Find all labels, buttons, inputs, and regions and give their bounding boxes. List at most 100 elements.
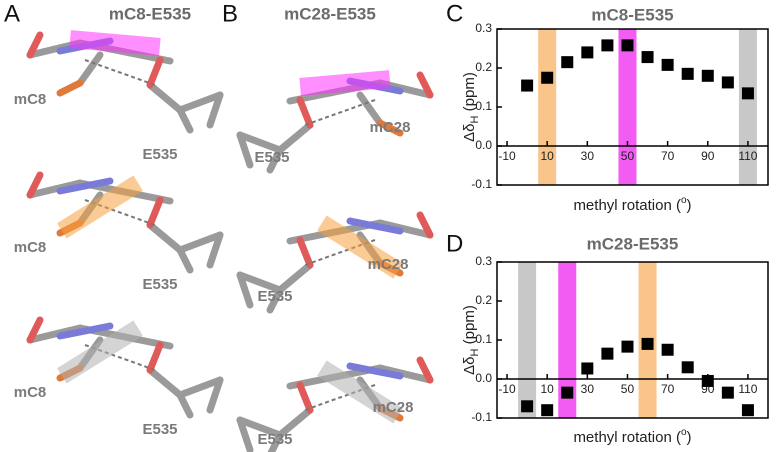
data-point [581,362,594,375]
bond [206,376,224,414]
data-point [681,361,694,374]
y-axis-label: ΔδH (ppm) [461,72,481,142]
residue-label: E535 [257,288,292,305]
bond [56,322,114,340]
bond [176,91,224,114]
y-label-unit: (ppm) [461,72,478,115]
bond [206,231,224,269]
x-tick-label: 70 [661,382,675,396]
data-point [681,67,694,80]
y-tick-label: 0.0 [475,371,492,385]
bond [296,96,314,129]
x-axis-label: methyl rotation (o) [573,195,691,214]
y-label-symbol: Δδ [461,123,478,141]
highlight [57,175,143,239]
highlight-band [518,262,537,418]
hbond [84,344,156,371]
bond [266,286,284,314]
data-point [621,340,634,353]
bond [176,231,224,254]
bond [146,221,184,254]
data-point [561,386,574,399]
bond [26,179,84,199]
residue-label: mC8 [14,239,47,256]
bond [236,416,254,452]
highlight [69,30,161,56]
hbond [84,199,156,226]
y-tick-label: 0.2 [475,293,492,307]
x-tick-label: 70 [661,149,675,163]
hbond [304,239,376,266]
x-label-sup: o [681,427,687,438]
structures [26,30,434,452]
data-point [721,76,734,89]
bond [416,356,434,384]
residue-label: E535 [142,421,177,438]
hbond [304,384,376,411]
y-label-sub: H [469,115,481,123]
y-label-symbol: Δδ [461,356,478,374]
hbond [84,59,156,86]
x-tick-label: 10 [541,382,555,396]
y-tick-label: 0.3 [475,254,492,268]
bond [146,341,164,374]
x-tick-label: 50 [621,382,635,396]
highlight [317,360,403,424]
bond [146,81,184,114]
bond [296,236,314,269]
bond [296,381,314,414]
highlight [317,215,403,279]
structure-title: mC28-E535 [284,4,376,23]
bond [146,196,164,229]
data-point [621,39,634,52]
data-point [521,400,534,413]
y-label-sub: H [469,348,481,356]
data-point [541,404,554,417]
bond [236,131,284,154]
bond [416,211,434,239]
x-tick-label: 30 [581,382,595,396]
panel-label: B [222,0,238,27]
y-tick-label: 0.3 [475,21,492,35]
hbond [304,99,376,126]
bond [346,362,404,380]
highlight [299,70,391,96]
bond [56,177,114,195]
data-point [561,56,574,69]
bond [266,146,284,174]
bond [26,316,44,344]
chart-title: mC8-E535 [591,5,673,24]
highlight [57,320,143,384]
bond [146,366,184,399]
bond [176,246,194,274]
bond [416,71,434,99]
y-tick-label: 0.2 [475,60,492,74]
residue-label: mC28 [370,119,411,136]
data-point [641,51,654,64]
bond [236,271,254,309]
bond [276,121,314,154]
bond [236,131,254,169]
x-label-sup: o [681,195,687,206]
y-tick-label: 0.1 [475,99,492,113]
x-tick-label: 30 [581,149,595,163]
data-point [661,58,674,71]
residue-label: E535 [257,431,292,448]
residue-label: mC28 [373,399,414,416]
data-point [701,374,714,387]
residue-label: mC8 [14,384,47,401]
bond [236,416,284,439]
data-point [661,343,674,356]
chart-title: mC28-E535 [587,234,679,253]
bond [376,119,404,137]
data-point [581,46,594,59]
data-point [601,347,614,360]
bond [376,364,434,384]
bond [26,171,44,199]
y-tick-label: -0.1 [471,410,492,424]
y-axis-label: ΔδH (ppm) [461,305,481,375]
residue-label: E535 [142,276,177,293]
x-label-close: ) [687,197,692,214]
bond [376,219,434,239]
